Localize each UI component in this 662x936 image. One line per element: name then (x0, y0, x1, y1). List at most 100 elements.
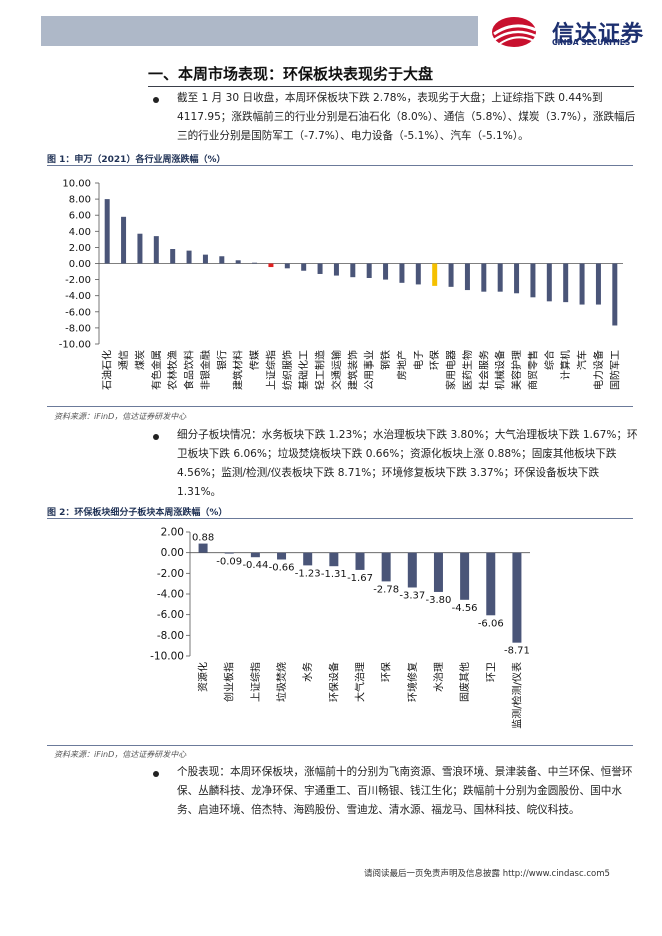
footer-disclaimer: 请阅读最后一页免责声明及信息披露 http://www.cindasc.com5 (364, 869, 610, 879)
x-tick-label: 固废其他 (458, 662, 471, 702)
x-tick-label: 监测/检测/仪表 (510, 662, 523, 729)
bar-环境修复 (407, 552, 417, 588)
bar-创业板指 (224, 552, 234, 554)
data-label: -2.78 (373, 584, 399, 595)
bar-环保设备 (329, 552, 339, 567)
bar-综合 (546, 263, 552, 302)
x-tick-label: 商贸零售 (526, 350, 539, 390)
summary-paragraph: 截至 1 月 30 日收盘，本周环保板块下跌 2.78%，表现劣于大盘；上证综指… (177, 92, 636, 142)
bar-家用电器 (448, 263, 454, 287)
bar-石油石化 (104, 199, 110, 264)
bar-大气治理 (355, 552, 365, 570)
x-tick-label: 上证综指 (249, 662, 262, 702)
y-tick-label: -4.00 (65, 291, 91, 302)
y-tick-label: 10.00 (62, 179, 91, 190)
x-tick-label: 通信 (118, 350, 130, 370)
figure1-rule (47, 165, 633, 166)
figure1-bottom-rule (47, 406, 633, 407)
bar-建筑材料 (235, 260, 241, 264)
cinda-logo-icon (492, 17, 537, 47)
x-tick-label: 计算机 (559, 350, 572, 380)
x-tick-label: 医药生物 (461, 350, 474, 390)
x-tick-label: 电力设备 (592, 350, 605, 390)
x-tick-label: 环保 (380, 662, 393, 682)
bar-美容护理 (514, 263, 520, 294)
y-tick-label: -10.00 (59, 340, 91, 351)
x-tick-label: 创业板指 (223, 662, 236, 702)
bar-有色金属 (153, 236, 159, 264)
x-tick-label: 环卫 (486, 662, 497, 682)
data-label: -1.23 (295, 568, 321, 579)
x-tick-label: 国防军工 (608, 350, 621, 390)
x-tick-label: 钢铁 (379, 350, 392, 370)
x-tick-label: 电子 (412, 350, 425, 370)
header-bar (41, 16, 478, 46)
x-tick-label: 综合 (543, 350, 556, 370)
y-tick-label: 2.00 (161, 527, 184, 539)
x-tick-label: 银行 (215, 350, 228, 370)
figure1-title: 图 1：申万（2021）各行业周涨跌幅（%） (47, 155, 226, 165)
bullet-icon (153, 434, 159, 440)
data-label: -8.71 (504, 646, 530, 657)
x-tick-label: 环境修复 (406, 662, 419, 702)
x-tick-label: 家用电器 (445, 350, 458, 390)
figure2-source: 资料来源：iFinD，信达证券研发中心 (54, 750, 187, 759)
x-tick-label: 有色金属 (150, 350, 163, 390)
industry-weekly-change-chart: 10.00 8.00 6.00 4.00 2.00 0.00 -2.00 -4.00 -6.00… (59, 179, 623, 390)
y-tick-label: 8.00 (69, 195, 91, 206)
bar-轻工制造 (317, 263, 323, 274)
y-tick-label: 0.00 (161, 547, 184, 559)
bar-汽车 (579, 263, 585, 305)
x-tick-label: 建筑材料 (232, 350, 245, 390)
bar-商贸零售 (530, 263, 536, 298)
bar-电子 (415, 263, 421, 285)
bar-基础化工 (301, 263, 307, 271)
y-tick-label: 6.00 (69, 211, 91, 222)
x-tick-label: 纺织服饰 (281, 350, 294, 390)
brand-name: 信达证券 (552, 22, 645, 47)
subsector-paragraph: 细分子板块情况：水务板块下跌 1.23%；水治理板块下跌 3.80%；大气治理板… (177, 429, 638, 498)
x-tick-label: 公用事业 (363, 350, 376, 390)
data-label: -1.67 (347, 573, 373, 584)
bar-煤炭 (137, 233, 143, 264)
bar-建筑装饰 (350, 263, 356, 278)
x-tick-label: 煤炭 (133, 350, 146, 370)
x-tick-label: 环保设备 (327, 662, 340, 702)
x-tick-label: 水务 (301, 662, 314, 682)
bar-水治理 (433, 552, 443, 592)
y-tick-label: -6.00 (65, 307, 91, 318)
brand-subtitle: CINDA SECURITIES (552, 38, 631, 47)
bar-机械设备 (497, 263, 503, 292)
bar-环保 (381, 552, 391, 582)
data-label: -6.06 (478, 618, 504, 629)
data-label: -0.09 (216, 557, 242, 568)
env-subsector-change-chart: 2.00 0.00 -2.00 -4.00 -6.00 -8.00 -10.00 0.88 资源… (150, 527, 530, 729)
bar-水务 (303, 552, 313, 566)
bar-医药生物 (464, 263, 470, 291)
x-tick-label: 美容护理 (510, 350, 523, 390)
bar-环卫 (486, 552, 496, 616)
section-title: 一、本周市场表现：环保板块表现劣于大盘 (148, 65, 434, 83)
bar-通信 (121, 216, 127, 264)
x-tick-label: 房地产 (395, 350, 408, 380)
x-tick-label: 资源化 (197, 662, 210, 692)
bar-固废其他 (460, 552, 470, 600)
y-tick-label: 2.00 (69, 243, 91, 254)
data-label: -4.56 (452, 603, 478, 614)
bar-房地产 (399, 263, 405, 283)
x-tick-label: 轻工制造 (314, 350, 327, 390)
x-tick-label: 食品饮料 (183, 350, 196, 390)
x-tick-label: 交通运输 (330, 350, 343, 390)
y-tick-label: -8.00 (157, 630, 184, 642)
y-tick-label: -6.00 (157, 609, 184, 621)
bar-上证综指 (268, 263, 274, 268)
x-tick-label: 农林牧渔 (166, 350, 179, 390)
x-tick-label: 环保 (428, 350, 441, 370)
bullet-icon (153, 771, 159, 777)
title-rule (148, 86, 634, 87)
data-label: -1.31 (321, 569, 347, 580)
bar-国防军工 (612, 263, 618, 326)
bar-资源化 (198, 543, 208, 553)
y-tick-label: 0.00 (69, 259, 91, 270)
figure1-source: 资料来源：iFinD，信达证券研发中心 (54, 412, 187, 421)
